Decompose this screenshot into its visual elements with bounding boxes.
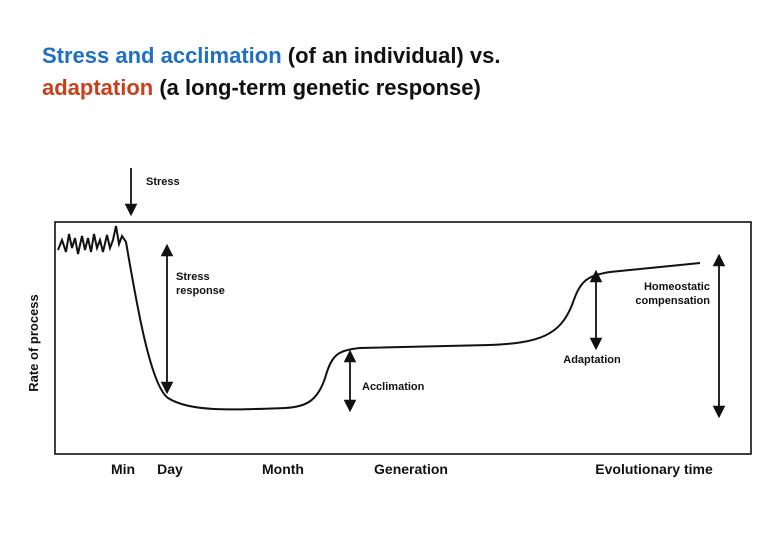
x-tick-month: Month xyxy=(262,461,304,477)
adaptation-label: Adaptation xyxy=(563,354,621,366)
process-curve xyxy=(57,225,701,411)
stress-response-label-2: response xyxy=(176,285,225,297)
stress-response-label-1: Stress xyxy=(176,271,210,283)
homeostatic-label-2: compensation xyxy=(635,295,710,307)
homeostatic-label-1: Homeostatic xyxy=(644,281,710,293)
slide-title: Stress and acclimation (of an individual… xyxy=(42,40,742,104)
title-individual: (of an individual) vs. xyxy=(281,43,501,68)
title-stress-acclimation: Stress and acclimation xyxy=(42,43,282,68)
x-tick-evolutionary-time: Evolutionary time xyxy=(595,461,713,477)
title-genetic-response: (a long-term genetic response) xyxy=(153,75,481,100)
x-tick-generation: Generation xyxy=(374,461,448,477)
title-adaptation: adaptation xyxy=(42,75,154,100)
plot-frame xyxy=(54,221,752,455)
acclimation-label: Acclimation xyxy=(362,381,425,393)
stress-label: Stress xyxy=(146,176,180,188)
title-line-1: Stress and acclimation (of an individual… xyxy=(42,43,500,68)
x-tick-day: Day xyxy=(157,461,183,477)
y-axis-label: Rate of process xyxy=(26,294,41,392)
x-tick-min: Min xyxy=(111,461,135,477)
title-line-2: adaptation (a long-term genetic response… xyxy=(42,75,481,100)
